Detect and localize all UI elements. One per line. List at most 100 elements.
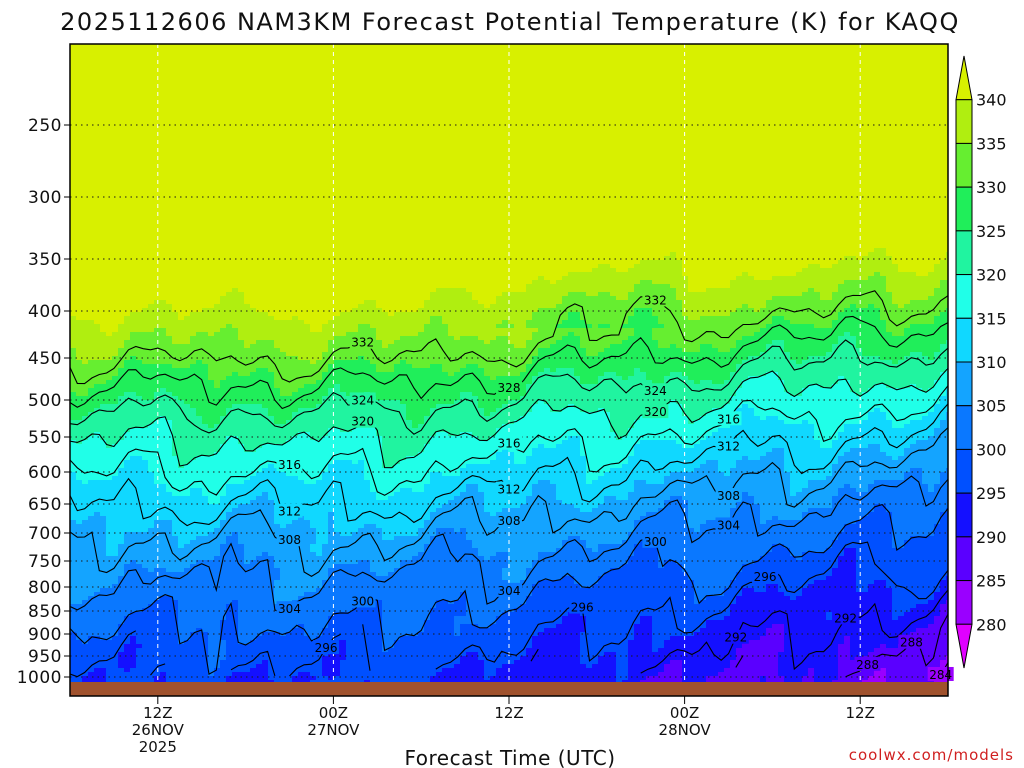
x-tick-label: 12Z <box>494 704 523 722</box>
y-tick-800: 800 <box>28 578 62 598</box>
x-tick-label: 00Z <box>319 704 348 722</box>
colorbar-arrow-top <box>955 55 973 101</box>
y-tick-1000: 1000 <box>17 668 62 688</box>
contour-label-316: 316 <box>717 412 740 426</box>
y-tick-400: 400 <box>28 302 62 322</box>
contour-label-bg <box>349 392 376 407</box>
contour-label-bg <box>276 503 303 518</box>
contour-label-296: 296 <box>754 570 777 584</box>
colorbar-label-310: 310 <box>976 353 1007 372</box>
contour-292 <box>530 589 948 674</box>
grid <box>70 44 948 682</box>
colorbar-swatch <box>955 99 973 144</box>
colorbar-swatch <box>955 536 973 582</box>
contour-label-320: 320 <box>351 415 374 429</box>
y-tick-350: 350 <box>28 250 62 270</box>
contour-label-bg <box>496 513 522 528</box>
plot-area <box>70 44 948 685</box>
contour-label-324: 324 <box>644 384 667 398</box>
x-axis-label: Forecast Time (UTC) <box>404 746 615 768</box>
colorbar-label-280: 280 <box>976 615 1007 634</box>
colorbar-label-325: 325 <box>976 222 1007 241</box>
ground-surface <box>70 682 948 696</box>
y-tick-650: 650 <box>28 495 62 515</box>
contour-label-304: 304 <box>717 518 740 532</box>
colorbar-swatch <box>955 230 973 276</box>
contour-label-bg <box>276 601 303 616</box>
contour-label-bg <box>715 487 742 502</box>
contour-label-288: 288 <box>856 658 879 672</box>
x-tick-label: 26NOV <box>132 721 185 739</box>
contour-label-bg <box>642 383 669 398</box>
y-tick-250: 250 <box>28 116 62 136</box>
contour-label-300: 300 <box>351 594 374 608</box>
contour-296 <box>70 541 948 678</box>
colorbar-label-285: 285 <box>976 572 1007 591</box>
contour-label-328: 328 <box>498 381 521 395</box>
y-tick-500: 500 <box>28 391 62 411</box>
contour-label-bg <box>722 629 749 644</box>
y-tick-900: 900 <box>28 625 62 645</box>
colorbar-label-320: 320 <box>976 266 1007 285</box>
contour-label-284: 284 <box>929 668 952 682</box>
contour-label-316: 316 <box>278 458 301 472</box>
contour-label-bg <box>569 599 596 614</box>
contour-label-bg <box>642 292 669 307</box>
contour-label-288: 288 <box>900 636 923 650</box>
colorbar-swatch <box>955 142 973 188</box>
contour-label-320: 320 <box>644 405 667 419</box>
contour-label-304: 304 <box>278 602 301 616</box>
contour-label-bg <box>642 533 669 548</box>
x-tick-label: 28NOV <box>659 721 712 739</box>
contour-label-304: 304 <box>498 584 521 598</box>
x-tick-label: 12Z <box>846 704 875 722</box>
chart-title: 2025112606 NAM3KM Forecast Potential Tem… <box>60 8 960 36</box>
contour-324 <box>70 339 948 435</box>
colorbar-arrow-bottom <box>955 623 973 669</box>
y-tick-950: 950 <box>28 647 62 667</box>
contour-label-332: 332 <box>644 293 667 307</box>
colorbar-swatch <box>955 492 973 538</box>
contour-label-308: 308 <box>278 533 301 547</box>
colorbar-swatch <box>955 580 973 625</box>
colorbar-swatch <box>955 317 973 363</box>
contour-label-bg <box>496 481 522 496</box>
contour-label-bg <box>715 517 742 532</box>
colorbar-swatch <box>955 361 973 407</box>
contour-label-bg <box>496 435 522 450</box>
y-axis: 250 300 350 400 450 500 550 600 650 700 750 800 850 9… <box>17 116 70 688</box>
colorbar-label-300: 300 <box>976 440 1007 459</box>
y-tick-300: 300 <box>28 188 62 208</box>
contour-label-bg <box>854 656 881 671</box>
contour-label-316: 316 <box>498 437 521 451</box>
contour-label-bg <box>898 634 925 649</box>
contour-label-308: 308 <box>717 489 740 503</box>
contour-label-bg <box>496 379 522 394</box>
x-tick-label: 2025 <box>139 738 177 756</box>
colorbar-label-305: 305 <box>976 397 1007 416</box>
colorbar-label-335: 335 <box>976 134 1007 153</box>
contour-label-312: 312 <box>498 483 521 497</box>
contour-320 <box>70 367 948 469</box>
contour-label-bg <box>313 640 340 655</box>
colorbar-label-330: 330 <box>976 178 1007 197</box>
contour-label-312: 312 <box>717 440 740 454</box>
contour-label-bg <box>349 593 376 608</box>
contour-label-bg <box>349 413 376 428</box>
colorbar-label-340: 340 <box>976 91 1007 110</box>
colorbar: 340 335 330 325 320 315 310 305 300 295 290 285 280 <box>955 55 1007 669</box>
contour-332 <box>70 290 948 385</box>
colorbar-label-315: 315 <box>976 309 1007 328</box>
contour-300 <box>70 503 948 675</box>
colorbar-swatch <box>955 274 973 319</box>
y-tick-550: 550 <box>28 428 62 448</box>
contour-label-bg <box>715 438 742 453</box>
contour-label-292: 292 <box>724 631 747 645</box>
contour-label-bg <box>927 666 954 681</box>
colorbar-swatch <box>955 186 973 232</box>
colorbar-label-295: 295 <box>976 484 1007 503</box>
colorbar-swatch <box>955 448 973 494</box>
contour-label-296: 296 <box>315 641 338 655</box>
